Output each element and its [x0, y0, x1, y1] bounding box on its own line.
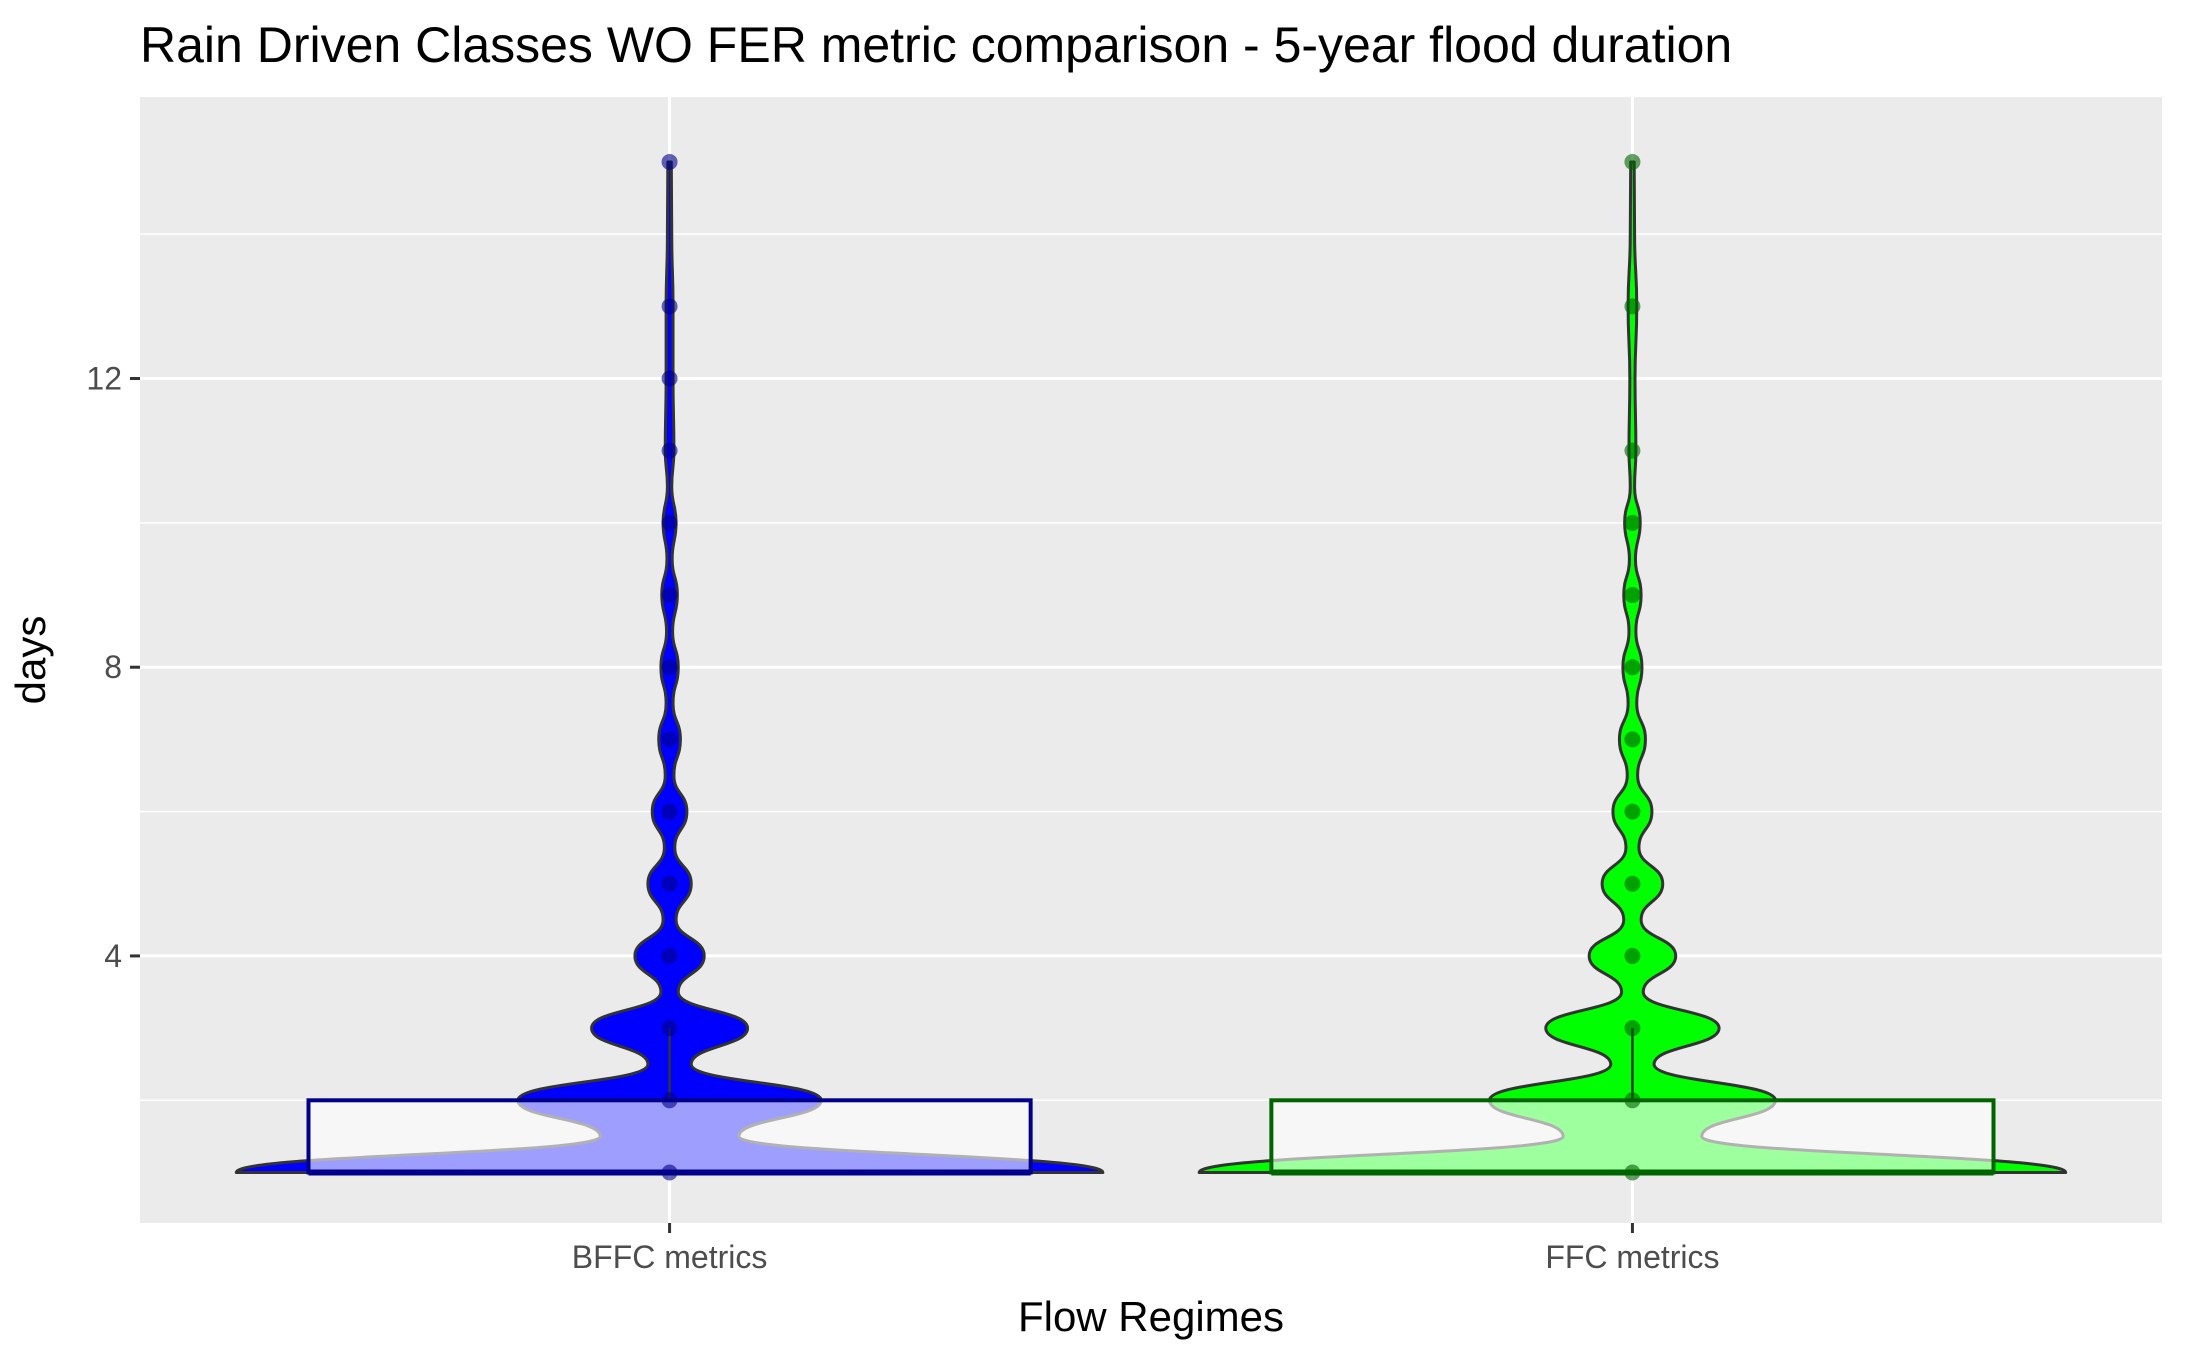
y-tick-label: 12	[86, 361, 122, 397]
data-point	[1624, 659, 1641, 676]
data-point	[661, 153, 678, 170]
data-point	[1624, 1020, 1641, 1037]
violins	[234, 153, 2068, 1181]
data-point	[661, 731, 678, 748]
data-point	[1624, 298, 1641, 315]
x-axis-title: Flow Regimes	[1018, 1293, 1284, 1340]
x-tick-label: BFFC metrics	[572, 1239, 768, 1275]
data-point	[1624, 1092, 1641, 1109]
violin-group-2	[1197, 153, 2068, 1181]
x-tick-label: FFC metrics	[1545, 1239, 1719, 1275]
y-axis-title: days	[7, 616, 54, 705]
x-axis: BFFC metrics FFC metrics	[572, 1223, 1720, 1275]
y-tick-label: 8	[104, 649, 122, 685]
data-point	[1624, 875, 1641, 892]
data-point	[661, 1092, 678, 1109]
plot-panel	[140, 97, 2162, 1223]
data-point	[1624, 442, 1641, 459]
y-axis: 4 8 12	[86, 361, 140, 974]
data-point	[661, 659, 678, 676]
data-point	[1624, 1164, 1641, 1181]
data-point	[661, 514, 678, 531]
data-point	[1624, 731, 1641, 748]
data-point	[661, 370, 678, 387]
data-point	[661, 803, 678, 820]
data-point	[661, 1164, 678, 1181]
data-point	[1624, 947, 1641, 964]
data-point	[661, 947, 678, 964]
data-point	[1624, 587, 1641, 604]
chart-title: Rain Driven Classes WO FER metric compar…	[140, 17, 1732, 73]
data-point	[661, 587, 678, 604]
data-point	[661, 1020, 678, 1037]
box-rect	[306, 1098, 1033, 1175]
data-point	[1624, 153, 1641, 170]
data-point	[661, 875, 678, 892]
data-point	[1624, 514, 1641, 531]
data-point	[661, 442, 678, 459]
data-point	[661, 298, 678, 315]
data-point	[1624, 803, 1641, 820]
box-rect	[1269, 1098, 1996, 1175]
y-tick-label: 4	[104, 938, 122, 974]
violin-group-1	[234, 153, 1105, 1181]
